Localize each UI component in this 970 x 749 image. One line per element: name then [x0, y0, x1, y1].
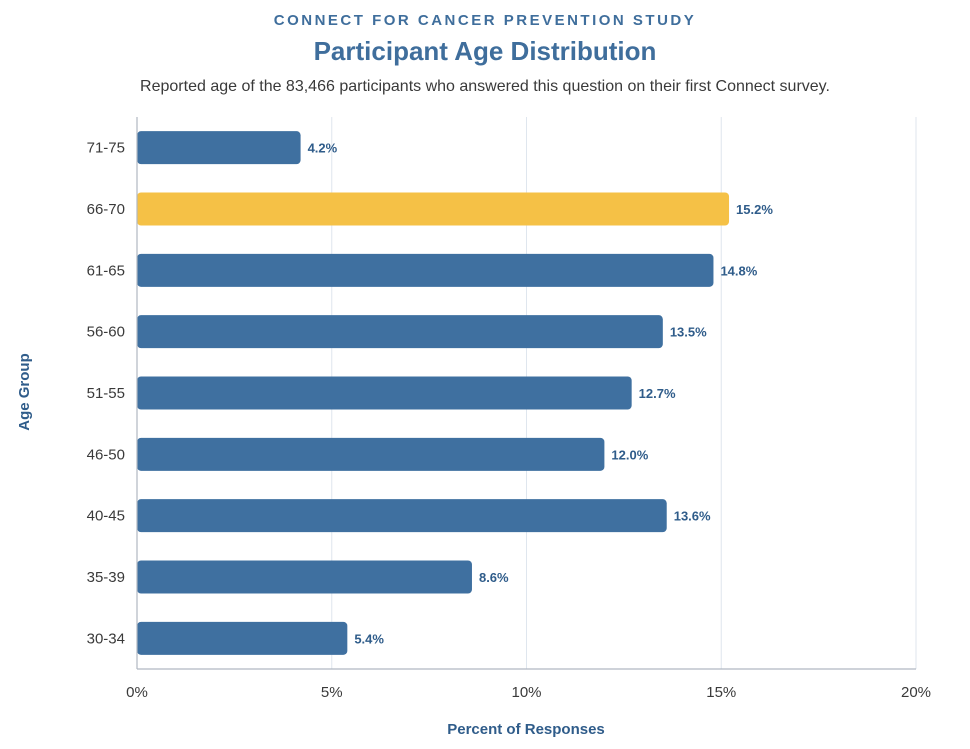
y-tick-label-61-65: 61-65 — [87, 262, 125, 279]
axes: 0% 5% 10% 15% 20% 71-75 66-70 61-65 56-60 51-55 46… — [87, 117, 931, 701]
bar-40-45 — [137, 499, 667, 533]
y-tick-label-40-45: 40-45 — [87, 508, 125, 525]
y-tick-label-51-55: 51-55 — [87, 385, 125, 402]
bar-61-65 — [137, 253, 714, 287]
data-label-56-60: 13.5% — [670, 325, 707, 340]
data-label-40-45: 13.6% — [674, 509, 711, 524]
bar-66-70 — [137, 192, 730, 226]
y-tick-label-30-34: 30-34 — [87, 630, 125, 647]
bar-71-75 — [137, 131, 301, 165]
x-tick-label: 10% — [511, 684, 541, 701]
bar-56-60 — [137, 315, 663, 349]
x-tick-label: 0% — [126, 684, 148, 701]
bar-35-39 — [137, 560, 472, 594]
data-label-61-65: 14.8% — [720, 263, 757, 278]
y-tick-label-35-39: 35-39 — [87, 569, 125, 586]
y-tick-label-71-75: 71-75 — [87, 140, 125, 157]
data-label-71-75: 4.2% — [308, 141, 338, 156]
data-label-66-70: 15.2% — [736, 202, 773, 217]
data-label-35-39: 8.6% — [479, 570, 509, 585]
x-tick-label: 15% — [706, 684, 736, 701]
bar-51-55 — [137, 376, 632, 410]
bar-46-50 — [137, 437, 605, 471]
chart-title: Participant Age Distribution — [313, 36, 657, 66]
x-tick-label: 5% — [321, 684, 343, 701]
data-label-46-50: 12.0% — [611, 447, 648, 462]
data-label-30-34: 5.4% — [354, 631, 384, 646]
bars: 4.2% 15.2% 14.8% 13.5% 12.7% 12.0% 13.6% 8.6% 5.… — [137, 131, 773, 655]
y-tick-label-66-70: 66-70 — [87, 201, 125, 218]
y-tick-label-46-50: 46-50 — [87, 446, 125, 463]
data-label-51-55: 12.7% — [639, 386, 676, 401]
bar-30-34 — [137, 621, 348, 655]
study-name: CONNECT FOR CANCER PREVENTION STUDY — [273, 12, 697, 29]
y-tick-label-56-60: 56-60 — [87, 324, 125, 341]
x-axis-label: Percent of Responses — [447, 721, 605, 738]
chart-subtitle: Reported age of the 83,466 participants … — [140, 78, 830, 95]
x-tick-label: 20% — [901, 684, 931, 701]
y-axis-label: Age Group — [16, 353, 33, 431]
